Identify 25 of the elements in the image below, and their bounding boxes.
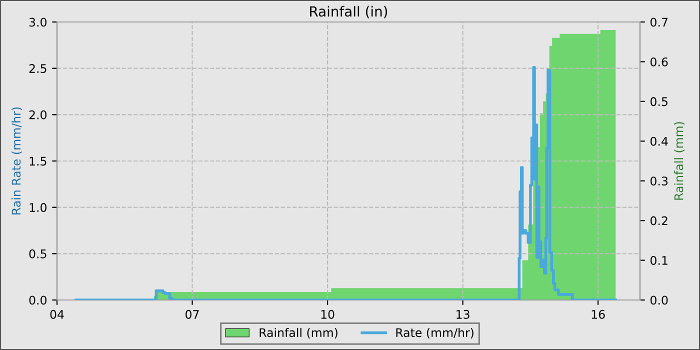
y-tick-label: 1.0 [30, 203, 46, 212]
chart-title: Rainfall (in) [310, 6, 388, 18]
x-tick-label: 07 [186, 310, 199, 319]
y-axis-title: Rain Rate (mm/hr) [12, 108, 22, 214]
y2-tick-label: 0.4 [650, 136, 668, 146]
y-tick-label: 1.5 [30, 156, 46, 166]
y2-tick-label: 0.2 [650, 216, 668, 226]
x-tick-label: 13 [456, 310, 470, 319]
y2-tick-label: 0.0 [650, 296, 668, 305]
y2-tick-label: 0.6 [650, 57, 668, 66]
y2-tick-label: 0.1 [650, 256, 668, 265]
y-tick-label: 2.5 [29, 64, 46, 73]
x-tick-label: 04 [50, 310, 64, 319]
x-tick-label: 10 [321, 310, 334, 319]
y-tick-label: 0.0 [29, 296, 46, 305]
y-tick-label: 0.5 [29, 249, 46, 258]
y2-tick-label: 0.3 [650, 176, 668, 186]
legend-label: Rainfall (mm) [260, 328, 338, 338]
y-tick-label: 2.0 [29, 110, 46, 120]
legend-label: Rate (mm/hr) [396, 328, 474, 338]
y2-axis-title: Rainfall (mm) [674, 122, 685, 200]
y2-tick-label: 0.5 [650, 97, 668, 106]
x-tick-label: 16 [592, 310, 605, 319]
y2-tick-label: 0.7 [650, 18, 668, 27]
y-tick-label: 3.0 [29, 18, 46, 27]
